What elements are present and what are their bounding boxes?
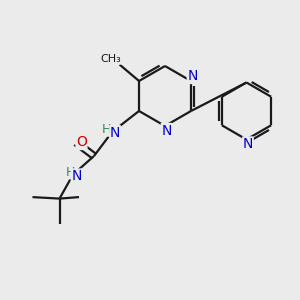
Text: H: H xyxy=(65,166,75,179)
Text: N: N xyxy=(243,137,253,151)
Text: O: O xyxy=(76,136,87,149)
Text: N: N xyxy=(161,124,172,137)
Text: N: N xyxy=(71,169,82,183)
Text: N: N xyxy=(187,70,198,83)
Text: N: N xyxy=(110,126,120,140)
Text: H: H xyxy=(102,123,111,136)
Text: CH₃: CH₃ xyxy=(101,54,122,64)
